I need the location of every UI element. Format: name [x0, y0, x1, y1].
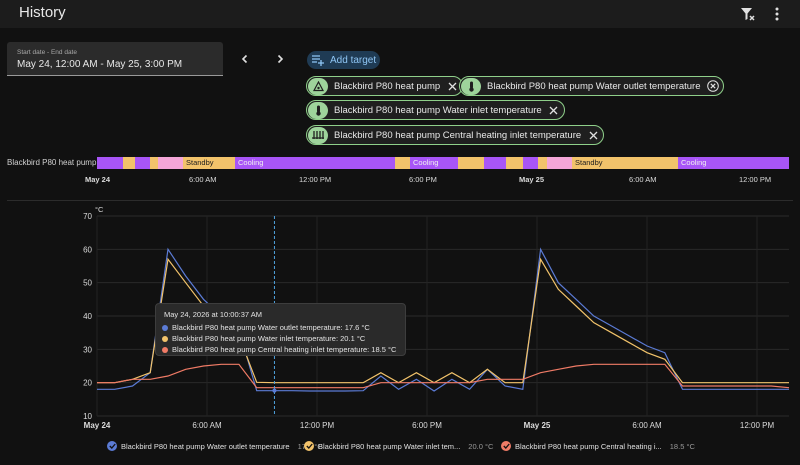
target-chip-water-outlet[interactable]: Blackbird P80 heat pump Water outlet tem…	[459, 76, 724, 96]
timeline-x-tick: May 24	[85, 175, 111, 184]
timeline-segment[interactable]	[158, 157, 183, 169]
y-tick-label: 60	[83, 245, 92, 254]
timeline-segment[interactable]	[484, 157, 506, 169]
chart-tooltip: May 24, 2026 at 10:00:37 AM Blackbird P8…	[155, 303, 406, 356]
tooltip-title: May 24, 2026 at 10:00:37 AM	[164, 310, 262, 319]
target-chip-water-inlet[interactable]: Blackbird P80 heat pump Water inlet temp…	[306, 100, 565, 120]
close-icon[interactable]	[706, 80, 719, 92]
timeline-segment[interactable]	[458, 157, 484, 169]
tooltip-row: Blackbird P80 heat pump Central heating …	[162, 345, 396, 354]
timeline-segment[interactable]	[506, 157, 523, 169]
heat-pump-icon	[308, 77, 328, 95]
tooltip-row: Blackbird P80 heat pump Water inlet temp…	[162, 334, 365, 343]
tooltip-row-text: Blackbird P80 heat pump Water inlet temp…	[172, 334, 366, 343]
tooltip-row-text: Blackbird P80 heat pump Central heating …	[172, 345, 397, 354]
series-line	[97, 363, 790, 389]
timeline-segment[interactable]: Cooling	[410, 157, 458, 169]
x-tick-label: May 25	[524, 421, 551, 430]
series-color-dot	[162, 335, 168, 342]
chevron-right-icon[interactable]	[272, 51, 288, 67]
timeline-segment[interactable]	[547, 157, 572, 169]
timeline-segment[interactable]	[123, 157, 135, 169]
timeline-segment[interactable]	[662, 157, 678, 169]
timeline-x-tick: 6:00 PM	[409, 175, 437, 184]
add-target-label: Add target	[330, 54, 377, 66]
y-axis-unit: °C	[95, 205, 104, 214]
date-range-value: May 24, 12:00 AM - May 25, 3:00 PM	[17, 59, 183, 70]
x-tick-label: May 24	[84, 421, 111, 430]
legend-item-central-heating[interactable]: Blackbird P80 heat pump Central heating …	[501, 440, 695, 452]
add-target-button[interactable]: Add target	[307, 51, 380, 69]
filter-remove-icon[interactable]	[737, 3, 759, 25]
tooltip-row: Blackbird P80 heat pump Water outlet tem…	[162, 323, 370, 332]
y-tick-label: 10	[83, 412, 92, 421]
timeline-segment[interactable]: Standby	[572, 157, 662, 169]
target-chip-label: Blackbird P80 heat pump	[334, 80, 441, 92]
check-circle-icon	[501, 441, 511, 451]
x-tick-label: 6:00 AM	[192, 421, 222, 430]
date-range-picker[interactable]: Start date - End date May 24, 12:00 AM -…	[7, 42, 223, 76]
timeline-segment[interactable]	[135, 157, 150, 169]
playlist-plus-icon	[312, 54, 324, 66]
timeline-segment[interactable]	[395, 157, 410, 169]
series-color-dot	[162, 346, 168, 353]
timeline-segment[interactable]: Cooling	[235, 157, 395, 169]
legend-value: 20.0 °C	[468, 441, 494, 451]
y-tick-label: 40	[83, 312, 92, 321]
timeline-x-tick: 12:00 PM	[299, 175, 332, 184]
target-chip-label: Blackbird P80 heat pump Water outlet tem…	[487, 80, 701, 92]
timeline-segment[interactable]: Cooling	[678, 157, 789, 169]
x-tick-label: 12:00 PM	[300, 421, 335, 430]
thermometer-icon	[308, 101, 328, 119]
legend-label: Blackbird P80 heat pump Water inlet tem.…	[318, 441, 461, 451]
target-chip-central-heating[interactable]: Blackbird P80 heat pump Central heating …	[306, 125, 605, 145]
timeline-entity-label: Blackbird P80 heat pump	[7, 158, 97, 167]
legend-label: Blackbird P80 heat pump Central heating …	[515, 441, 662, 451]
target-chip-label: Blackbird P80 heat pump Central heating …	[334, 129, 582, 141]
y-tick-label: 30	[83, 345, 92, 354]
y-tick-label: 50	[83, 279, 92, 288]
legend-item-water-inlet[interactable]: Blackbird P80 heat pump Water inlet tem.…	[304, 440, 493, 452]
legend-item-water-outlet[interactable]: Blackbird P80 heat pump Water outlet tem…	[107, 440, 323, 452]
close-icon[interactable]	[446, 80, 458, 92]
target-chip-label: Blackbird P80 heat pump Water inlet temp…	[334, 104, 542, 116]
timeline-segment[interactable]	[523, 157, 538, 169]
hover-point	[272, 388, 277, 393]
check-circle-icon	[304, 441, 314, 451]
check-circle-icon	[107, 441, 117, 451]
state-timeline-bar[interactable]: Standby Cooling Cooling Standby Cooling	[97, 157, 789, 169]
timeline-x-tick: 12:00 PM	[739, 175, 772, 184]
close-icon[interactable]	[587, 129, 599, 141]
timeline-x-tick: 6:00 AM	[629, 175, 657, 184]
legend-label: Blackbird P80 heat pump Water outlet tem…	[121, 441, 290, 451]
timeline-segment[interactable]	[150, 157, 158, 169]
close-icon[interactable]	[548, 104, 560, 116]
divider	[7, 200, 793, 201]
x-tick-label: 12:00 PM	[740, 421, 775, 430]
series-color-dot	[162, 324, 168, 331]
page-title: History	[19, 4, 66, 21]
top-app-bar: History	[0, 0, 800, 28]
tooltip-row-text: Blackbird P80 heat pump Water outlet tem…	[172, 323, 370, 332]
chevron-left-icon[interactable]	[237, 51, 253, 67]
timeline-segment[interactable]	[538, 157, 547, 169]
timeline-x-tick: 6:00 AM	[189, 175, 217, 184]
legend-value: 18.5 °C	[669, 441, 695, 451]
x-tick-label: 6:00 PM	[412, 421, 442, 430]
thermometer-icon	[461, 77, 481, 95]
timeline-segment[interactable]	[97, 157, 123, 169]
more-menu-icon[interactable]	[766, 3, 788, 25]
temperature-line-chart[interactable]: 70 60 50 40 30 20 10 °C May 24 6:00 AM 12:00 PM 6:0…	[0, 0, 800, 440]
y-tick-label: 70	[83, 212, 92, 221]
timeline-x-tick: May 25	[519, 175, 545, 184]
radiator-icon	[308, 126, 328, 144]
date-range-label: Start date - End date	[17, 49, 77, 56]
x-tick-label: 6:00 AM	[632, 421, 662, 430]
timeline-segment[interactable]: Standby	[183, 157, 235, 169]
y-tick-label: 20	[83, 379, 92, 388]
